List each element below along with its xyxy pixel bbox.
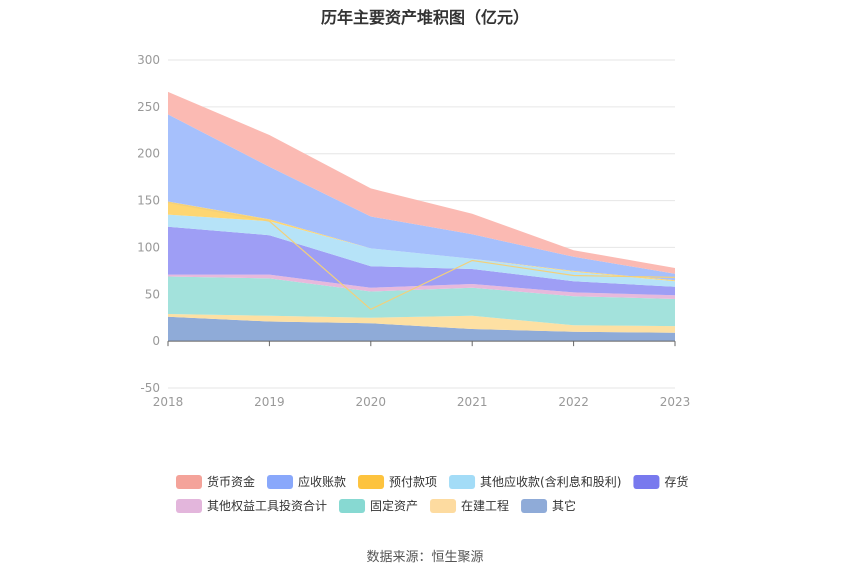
x-tick-label: 2019 [254,395,285,409]
legend-label: 存货 [664,474,688,489]
legend-label: 固定资产 [370,498,418,513]
x-tick-label: 2021 [457,395,488,409]
area-series [168,316,675,342]
area-series [168,114,675,281]
x-tick-label: 2020 [356,395,387,409]
x-tick-label: 2018 [153,395,184,409]
area-series [168,314,675,333]
source-note: 数据来源：恒生聚源 [366,550,484,565]
y-tick-label: 50 [145,287,160,301]
legend-swatch [339,499,366,513]
series-line [167,201,676,311]
legend-swatch [358,475,385,489]
area-series [168,214,675,287]
legend-label: 其他权益工具投资合计 [207,498,327,513]
chart-title: 历年主要资产堆积图（亿元） [320,8,529,27]
y-tick-label: 250 [137,100,160,114]
legend-label: 其它 [552,498,576,513]
legend-label: 预付款项 [389,475,437,489]
y-tick-label: 300 [137,53,160,67]
legend-swatch [449,475,476,489]
y-tick-label: 100 [137,240,160,254]
y-tick-label: 150 [137,194,160,208]
legend-swatch [267,475,294,489]
area-layer [167,91,676,342]
x-tick-label: 2022 [558,395,589,409]
legend-swatch [521,499,548,513]
legend-swatch [176,499,202,513]
y-tick-label: 200 [137,147,160,161]
legend-swatch [633,475,660,489]
legend-label: 其他应收款(含利息和股利) [480,474,621,489]
y-tick-label: 0 [152,334,160,348]
legend-swatch [430,499,457,513]
area-series [168,274,675,299]
legend-label: 货币资金 [207,474,255,489]
legend-label: 应收账款 [298,474,346,489]
legend-label: 在建工程 [461,498,509,513]
x-tick-label: 2023 [660,395,691,409]
area-series [168,276,675,327]
y-tick-label: -50 [140,381,160,395]
legend-swatch [176,475,202,489]
